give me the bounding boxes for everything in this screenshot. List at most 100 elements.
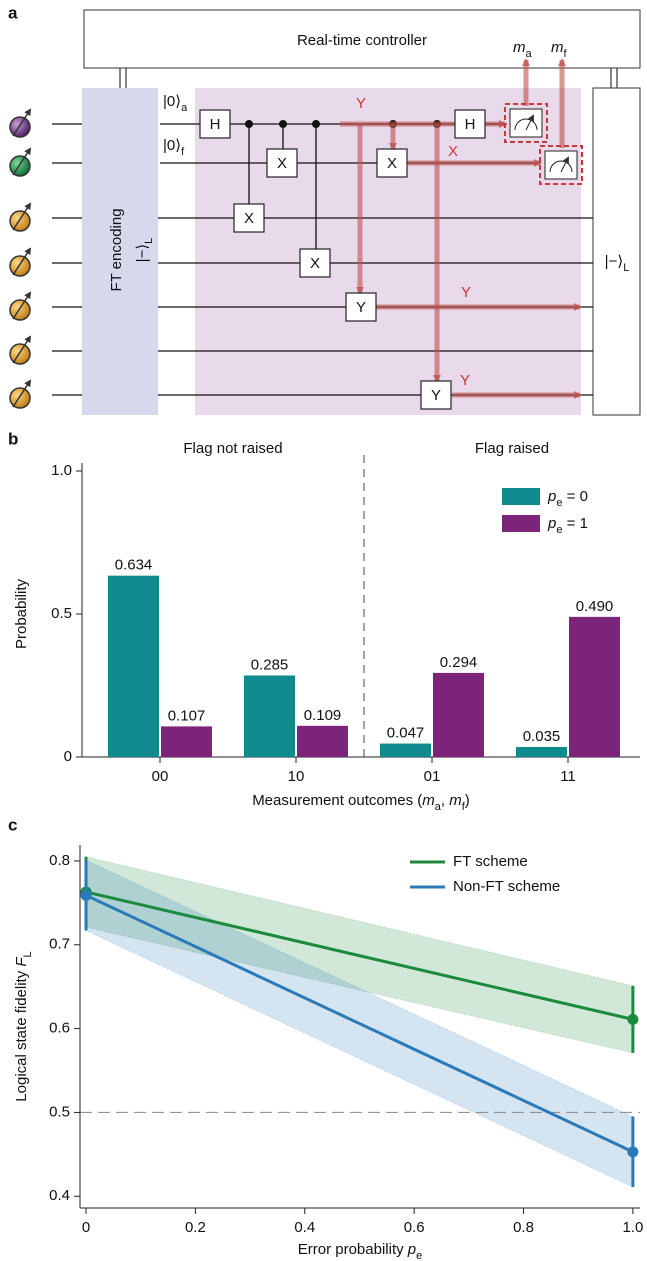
y-label-part: L [22, 951, 34, 957]
legend-label-part: e [556, 497, 562, 509]
state-sub: a [181, 102, 188, 114]
value-label: 0.109 [304, 707, 342, 724]
ancilla-init: |0⟩a [163, 93, 188, 114]
value-label: 0.634 [115, 557, 153, 574]
x-label-part: ) [465, 792, 470, 809]
y-label-part: F [13, 957, 30, 967]
annotation: Flag not raised [183, 440, 282, 457]
error-label: Y [460, 372, 470, 389]
panel-label: a [8, 3, 18, 22]
y-label-part: Logical state fidelity [13, 967, 30, 1102]
x-label-part: a [435, 801, 442, 813]
x-label: Measurement outcomes (ma, mf) [252, 792, 470, 813]
circuit-region [195, 88, 581, 415]
encoded-state: |−⟩L [134, 238, 155, 263]
x-tick-label: 0.2 [185, 1219, 206, 1236]
x-label-part: e [416, 1250, 422, 1261]
gate: X [244, 210, 254, 227]
x-tick-label: 0.4 [294, 1219, 315, 1236]
y-label: Probability [13, 578, 30, 649]
legend-label-part: p [547, 515, 556, 532]
measurement-label: mf [551, 39, 568, 60]
x-label-part: m [422, 792, 435, 809]
point [80, 889, 92, 901]
series-line [85, 890, 634, 1021]
x-label-part: Measurement outcomes ( [252, 792, 422, 809]
value-label: 0.294 [440, 654, 478, 671]
state: |0⟩ [163, 137, 181, 154]
state: |0⟩ [163, 93, 181, 110]
state-sub: L [623, 262, 629, 274]
m-sub: a [526, 48, 533, 60]
point [627, 1013, 639, 1025]
gate: Y [431, 387, 441, 404]
legend-swatch [502, 488, 540, 505]
gate: X [387, 155, 397, 172]
controls [248, 124, 317, 250]
error-label: Y [461, 284, 471, 301]
x-tick-label: 0.6 [404, 1219, 425, 1236]
output-box [592, 87, 641, 416]
legend-label: pe = 1 [547, 515, 588, 536]
x-tick-label: 11 [560, 768, 576, 785]
y-tick-label: 0.8 [49, 852, 70, 869]
controller-label: Real-time controller [297, 32, 427, 49]
legend-label: pe = 0 [547, 488, 588, 509]
bar [569, 616, 620, 757]
x-tick-label: 1.0 [622, 1219, 643, 1236]
encoding-box [82, 88, 158, 415]
gate: X [310, 255, 320, 272]
panel-a: a Real-time controller FT encoding |−⟩L … [8, 3, 641, 834]
m: m [551, 39, 564, 56]
gate: H [210, 116, 221, 133]
x-tick-label: 0.8 [513, 1219, 534, 1236]
bar [108, 575, 159, 757]
annotation: Flag raised [475, 440, 549, 457]
error-label: Y [356, 95, 366, 112]
state-sub: f [181, 146, 185, 158]
gate: X [277, 155, 287, 172]
x-label-part: f [462, 801, 466, 813]
gate: Y [356, 299, 366, 316]
y-tick-label: 0.5 [49, 1103, 70, 1120]
state: |−⟩ [134, 244, 151, 263]
gate: H [465, 116, 476, 133]
bar [297, 725, 348, 757]
error-label: X [448, 143, 458, 160]
value-label: 0.107 [168, 707, 206, 724]
x-label-part: Error probability [298, 1241, 408, 1258]
point [627, 1146, 639, 1158]
series-line [85, 893, 634, 1154]
x-tick-label: 10 [288, 768, 305, 785]
legend-swatch [502, 515, 540, 532]
y-tick-label: 1.0 [51, 462, 72, 479]
x-label-part: , [441, 792, 449, 809]
x-label-part: m [449, 792, 462, 809]
y-tick-label: 0.7 [49, 936, 70, 953]
output-state: |−⟩L [605, 253, 630, 274]
panel-label: c [8, 815, 17, 834]
error-propagation [340, 58, 582, 399]
x-label-part: p [407, 1241, 416, 1258]
value-label: 0.285 [251, 656, 289, 673]
bar [433, 672, 484, 757]
measurement-label: ma [513, 39, 533, 60]
y-tick-label: 0.5 [51, 605, 72, 622]
gates: H X X X Y X Y H [199, 109, 486, 410]
line-chart: 0.4 0.5 0.6 0.7 0.8 0 0.2 0.4 0.6 0.8 1.0 Logical s… [13, 845, 643, 1261]
y-tick-label: 0.6 [49, 1020, 70, 1037]
measurements: ma mf [504, 39, 583, 185]
flag-init: |0⟩f [163, 137, 185, 158]
value-label: 0.035 [523, 728, 561, 745]
bar [516, 746, 567, 757]
x-tick-label: 0 [82, 1219, 90, 1236]
legend-label: Non-FT scheme [453, 878, 560, 895]
bar [161, 726, 212, 757]
bar [244, 675, 295, 757]
y-tick-label: 0.4 [49, 1187, 70, 1204]
y-tick-label: 0 [64, 748, 72, 765]
legend-label-part: e [556, 524, 562, 536]
legend-label-part: p [547, 488, 556, 505]
error-labels: Y X Y Y [356, 95, 471, 389]
